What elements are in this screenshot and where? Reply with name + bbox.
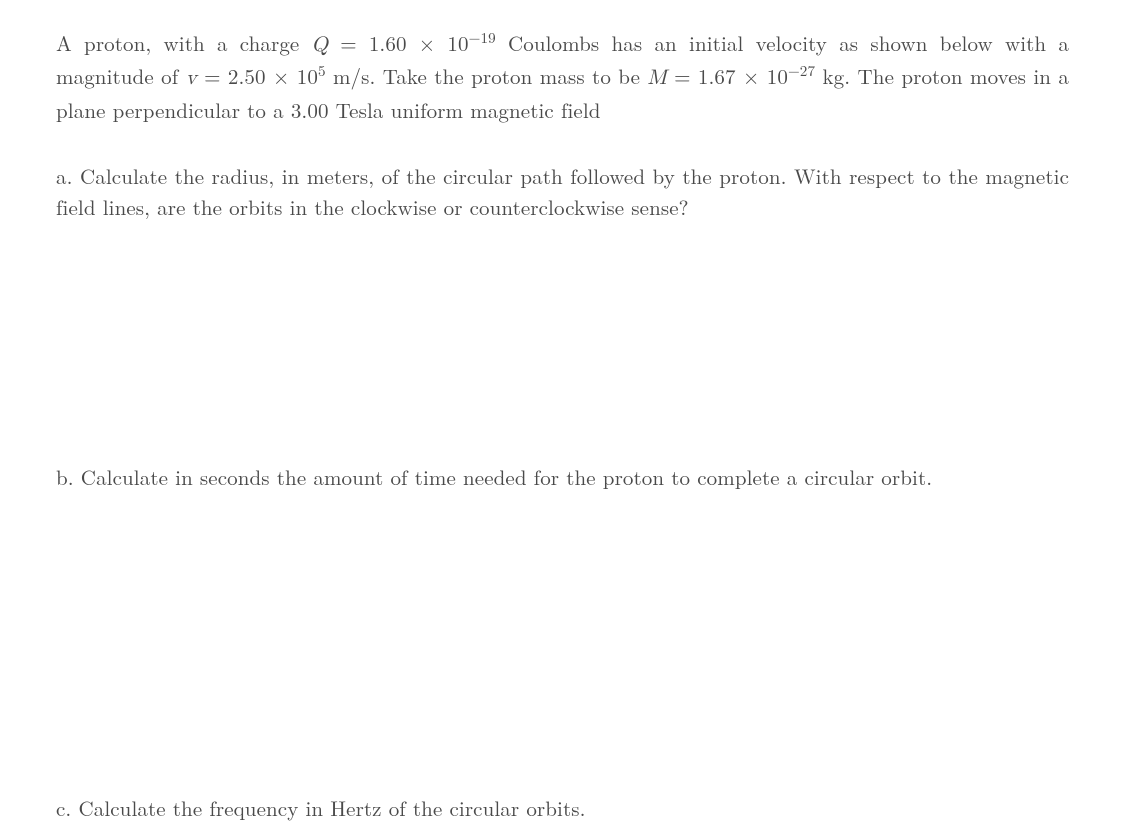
part-a-question: a. Calculate the radius, in meters, of t… (56, 161, 1069, 222)
part-c-question: c. Calculate the frequency in Hertz of t… (56, 793, 1069, 823)
problem-intro: A proton, with a charge Q = 1.60 × 10−19… (56, 28, 1069, 125)
problem-page: A proton, with a charge Q = 1.60 × 10−19… (0, 0, 1125, 823)
part-b-question: b. Calculate in seconds the amount of ti… (56, 462, 1069, 492)
